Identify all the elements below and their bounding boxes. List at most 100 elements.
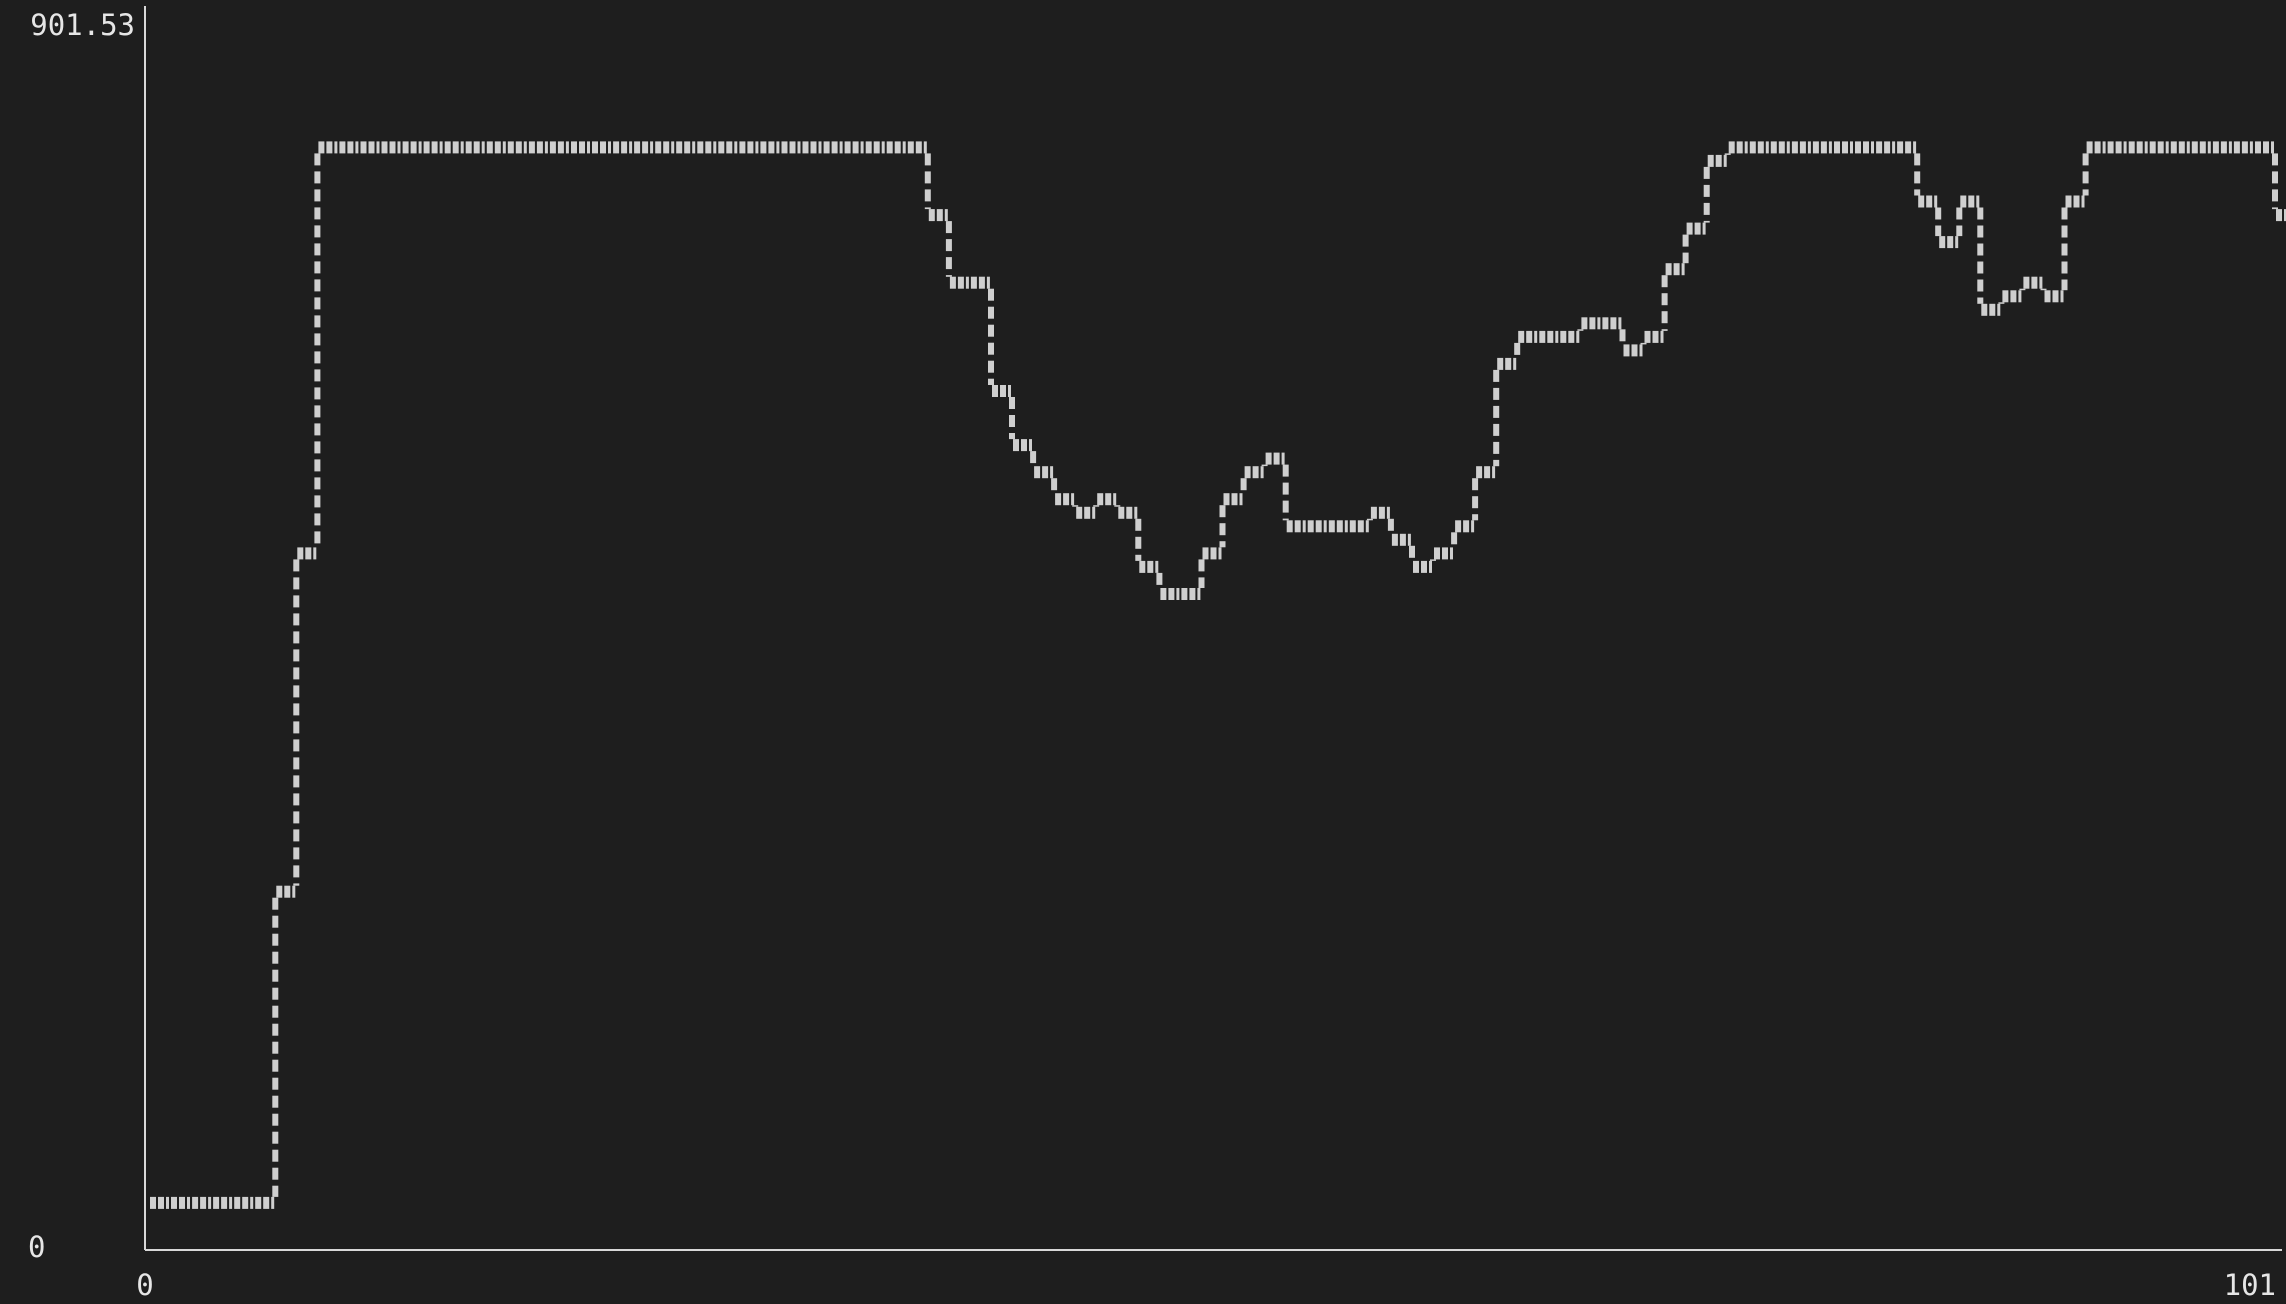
data-point-step (314, 171, 321, 184)
data-point-segment (839, 141, 843, 154)
data-point-step (293, 721, 300, 734)
data-point-segment (1723, 154, 1727, 167)
data-point-step (1977, 207, 1984, 220)
data-point-segment (1660, 330, 1664, 343)
data-point-segment (2263, 141, 2269, 154)
data-point-segment (1589, 317, 1596, 330)
data-point-segment (1484, 466, 1491, 479)
data-point-step (1135, 536, 1142, 549)
data-point-segment (200, 1196, 207, 1209)
data-point-segment (1652, 330, 1659, 343)
data-point-step (1724, 153, 1731, 155)
data-point-segment (158, 1196, 164, 1209)
data-point-segment (544, 141, 548, 154)
data-point-segment (2165, 141, 2169, 154)
data-point-segment (2199, 141, 2206, 154)
data-point-step (1282, 500, 1289, 513)
data-point-step (293, 703, 300, 716)
data-point-step (272, 1167, 279, 1180)
data-point-segment (1749, 141, 1756, 154)
data-point-segment (1673, 263, 1680, 276)
data-point-step (2272, 207, 2278, 210)
x-tick-label-min: 0 (136, 1268, 153, 1302)
data-point-segment (1034, 466, 1041, 479)
data-point-segment (2002, 290, 2009, 303)
data-point-step (988, 324, 994, 337)
data-point-segment (2228, 141, 2232, 154)
data-point-step (293, 793, 300, 806)
data-point-segment (1778, 141, 1785, 154)
data-point-step (293, 811, 300, 824)
data-point-segment (1702, 222, 1706, 235)
data-point-segment (1918, 195, 1925, 208)
data-point-segment (439, 141, 443, 154)
data-point-segment (444, 141, 451, 154)
data-point-segment (1202, 547, 1209, 560)
data-point-segment (2170, 141, 2177, 154)
data-point-segment (1336, 520, 1343, 533)
data-point-segment (613, 141, 620, 154)
data-point-step (1009, 415, 1015, 427)
data-point-segment (515, 141, 522, 154)
data-point-step (924, 153, 931, 166)
data-point-step (924, 189, 931, 202)
data-point-segment (276, 885, 283, 898)
data-point-step (1282, 464, 1289, 477)
data-point-segment (1076, 506, 1083, 519)
data-point-segment (1644, 330, 1651, 343)
data-point-step (988, 378, 994, 385)
data-point-segment (326, 141, 333, 154)
data-point-segment (263, 1196, 270, 1209)
data-point-step (314, 369, 321, 382)
data-point-segment (360, 141, 367, 154)
data-point-step (1914, 153, 1921, 166)
data-point-segment (1686, 222, 1693, 235)
data-point-segment (2039, 276, 2043, 289)
data-point-segment (928, 209, 935, 222)
data-point-segment (221, 1196, 228, 1209)
data-point-segment (481, 141, 485, 154)
data-point-segment (844, 141, 851, 154)
data-point-step (314, 297, 321, 310)
data-point-segment (1307, 520, 1314, 533)
data-point-segment (1842, 141, 1848, 154)
data-point-step (1956, 207, 1963, 220)
data-point-segment (2191, 141, 2198, 154)
data-point-segment (2271, 141, 2274, 154)
data-point-step (314, 441, 321, 454)
data-point-segment (166, 1196, 169, 1209)
data-point-segment (2102, 141, 2106, 154)
data-point-segment (1744, 141, 1748, 154)
data-point-step (314, 153, 321, 166)
data-point-segment (1029, 439, 1032, 452)
data-point-segment (1429, 560, 1432, 573)
data-point-segment (970, 276, 977, 289)
data-point-step (1030, 451, 1037, 464)
data-point-segment (1989, 303, 1996, 316)
data-point-segment (600, 141, 606, 154)
data-point-segment (2123, 141, 2127, 154)
data-point-segment (1407, 533, 1411, 546)
data-point-segment (915, 141, 922, 154)
data-point-step (1682, 252, 1689, 264)
data-point-segment (676, 141, 683, 154)
data-point-segment (1013, 439, 1019, 452)
data-point-segment (1357, 520, 1364, 533)
data-point-step (1219, 541, 1226, 548)
data-point-segment (655, 141, 662, 154)
data-point-segment (2212, 141, 2219, 154)
data-point-step (1198, 559, 1205, 572)
data-point-step (314, 243, 321, 256)
data-point-segment (1884, 141, 1891, 154)
data-point-segment (1450, 547, 1453, 560)
data-point-segment (1344, 520, 1348, 533)
data-point-segment (1736, 141, 1743, 154)
data-point-step (293, 595, 300, 608)
data-point-segment (1610, 317, 1617, 330)
data-point-segment (1370, 506, 1377, 519)
data-point-segment (1905, 141, 1912, 154)
data-point-segment (1084, 506, 1091, 519)
data-point-segment (1231, 493, 1238, 506)
data-point-segment (292, 885, 296, 898)
data-point-segment (1968, 195, 1975, 208)
